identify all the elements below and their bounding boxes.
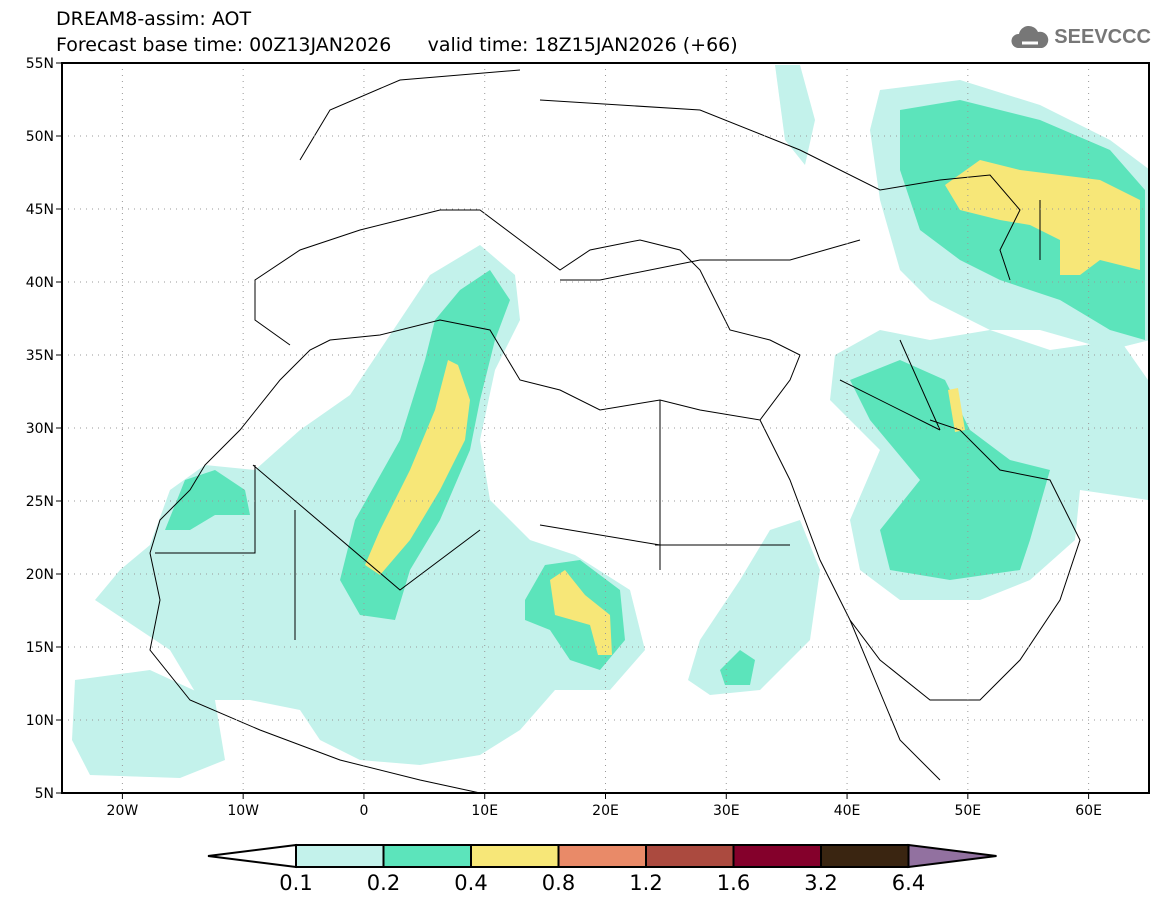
lat-label: 15N [26,640,54,656]
colorbar-label: 1.6 [717,871,750,895]
colorbar-swatch [557,844,647,868]
lon-label: 50E [954,803,981,819]
colorbar-under-arrow [207,843,297,869]
lon-label: 10W [227,803,259,819]
lat-label: 10N [26,713,54,729]
lon-label: 40E [834,803,861,819]
lon-label: 20W [107,803,139,819]
aot-area-guinea [72,670,225,778]
aot-area-europe [775,65,815,165]
lat-label: 40N [26,275,54,291]
lat-label: 55N [26,56,54,72]
colorbar-over-arrow [907,843,997,869]
colorbar-label: 1.2 [629,871,662,895]
lat-label: 20N [26,567,54,583]
map-title: DREAM8-assim: AOT [56,8,252,30]
coastlines [149,69,1081,794]
aot-area-algeria-peak [365,360,470,575]
colorbar-swatch [382,844,472,868]
forecast-times: Forecast base time: 00Z13JAN2026 valid t… [56,34,738,56]
colorbar-swatch [732,844,822,868]
lon-label: 60E [1075,803,1102,819]
lon-label: 20E [592,803,619,819]
aot-area-caspian-peak [945,160,1140,275]
cloud-icon [1011,25,1049,48]
aot-level-0.4 [365,160,1140,655]
lat-label: 35N [26,348,54,364]
lon-label: 10E [471,803,498,819]
lon-label: 0 [359,803,368,819]
lat-label: 25N [26,494,54,510]
colorbar-label: 6.4 [892,871,925,895]
colorbar-label: 0.4 [454,871,487,895]
lat-label: 45N [26,202,54,218]
aot-area-w-sahara [165,470,250,530]
lon-label: 30E [713,803,740,819]
aot-area-gulf [850,360,1050,580]
lat-label: 30N [26,421,54,437]
colorbar-swatch [820,844,910,868]
lat-label: 5N [35,786,54,802]
colorbar-swatch [470,844,560,868]
colorbar-label: 0.2 [367,871,400,895]
colorbar: 0.1 0.2 0.4 0.8 1.2 1.6 3.2 6.4 [207,843,997,895]
logo-text: SEEVCCC [1054,25,1151,48]
aot-area-gulf-peak [948,388,965,432]
aot-fields [72,65,1150,778]
aot-area-red-sea [688,520,820,695]
lat-label: 50N [26,129,54,145]
colorbar-swatch [295,844,385,868]
logo: SEEVCCC [1010,24,1151,50]
aot-area-chad-peak [550,570,612,655]
colorbar-label: 3.2 [804,871,837,895]
colorbar-label: 0.8 [542,871,575,895]
colorbar-label: 0.1 [279,871,312,895]
colorbar-swatch [645,844,735,868]
aot-area-sudan [720,650,755,685]
